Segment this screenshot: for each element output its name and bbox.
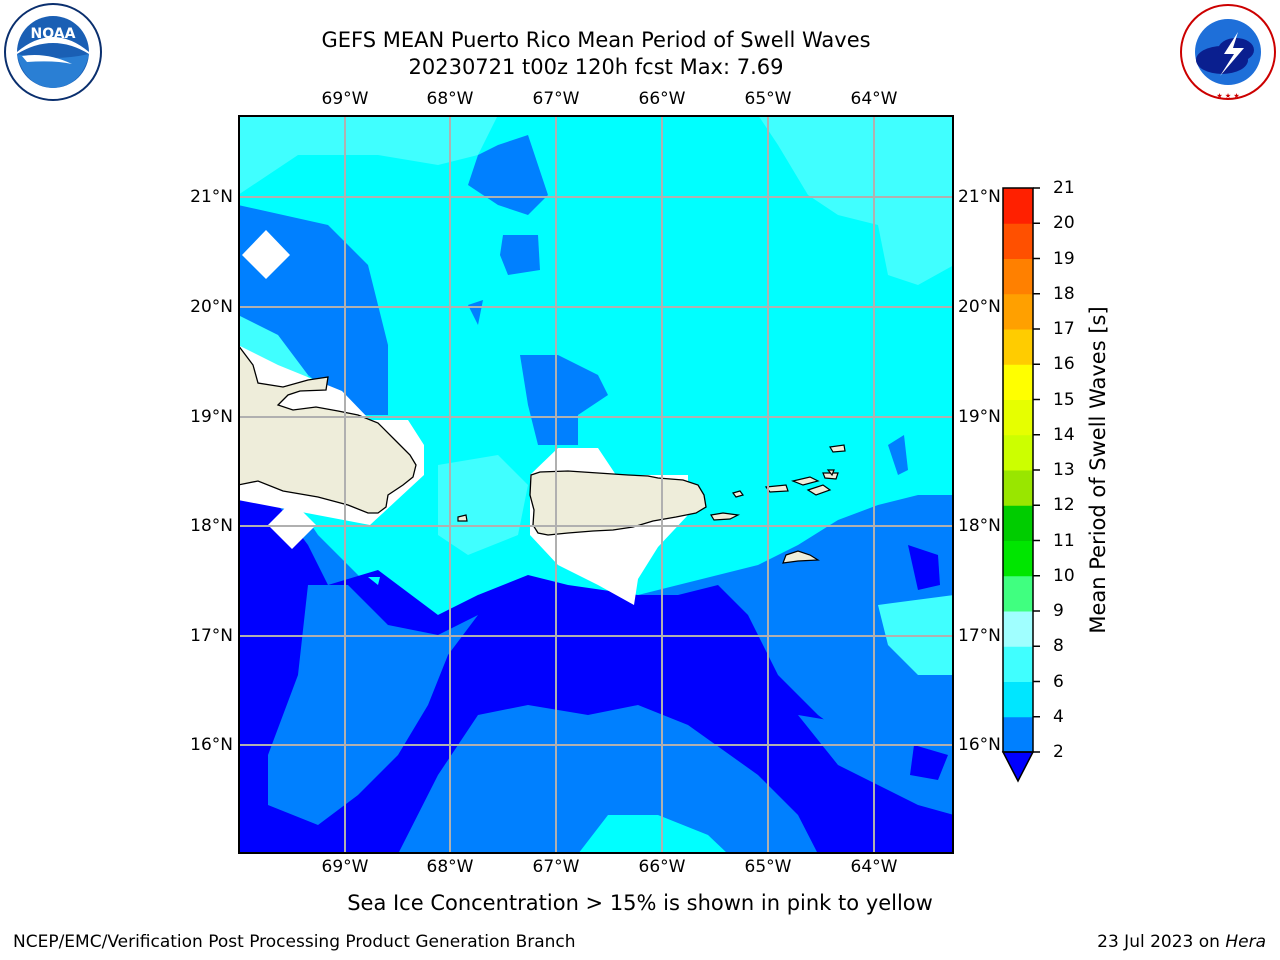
colorbar-tick-label: 11 bbox=[1053, 530, 1075, 551]
colorbar-tick-label: 15 bbox=[1053, 389, 1075, 410]
lon-tick-bottom: 64°W bbox=[850, 857, 898, 877]
contour-2-4 bbox=[238, 500, 954, 854]
colorbar-tick-label: 9 bbox=[1053, 601, 1064, 621]
colorbar-tick-label: 18 bbox=[1053, 283, 1075, 304]
island bbox=[826, 469, 835, 477]
island bbox=[791, 476, 820, 486]
colorbar-band bbox=[1003, 470, 1033, 506]
colorbar-band bbox=[1003, 575, 1033, 612]
colorbar-tick-label: 19 bbox=[1053, 248, 1075, 269]
island bbox=[806, 484, 832, 496]
colorbar-tick-label: 6 bbox=[1053, 671, 1064, 692]
contour-8-9 bbox=[438, 455, 528, 555]
lon-tick-top: 68°W bbox=[426, 89, 474, 109]
colorbar-band bbox=[1003, 293, 1033, 330]
lon-tick-bottom: 68°W bbox=[426, 857, 474, 877]
lat-tick-right: 18°N bbox=[958, 516, 1001, 536]
footer-date-text: 23 Jul 2023 on bbox=[1097, 932, 1226, 952]
colorbar-band bbox=[1003, 329, 1033, 365]
contour-8-9 bbox=[238, 115, 954, 285]
colorbar-band bbox=[1003, 681, 1033, 718]
hispaniola-landmass bbox=[238, 343, 417, 514]
lat-tick-left: 17°N bbox=[190, 626, 233, 646]
masked-area bbox=[242, 230, 290, 279]
contour-4-6 bbox=[398, 705, 818, 854]
lat-tick-left: 18°N bbox=[190, 516, 233, 536]
lon-tick-bottom: 67°W bbox=[532, 857, 580, 877]
colorbar-band bbox=[1003, 505, 1033, 541]
colorbar-tick-label: 12 bbox=[1053, 495, 1075, 516]
lon-tick-bottom: 69°W bbox=[321, 857, 369, 877]
colorbar bbox=[1001, 187, 1040, 783]
colorbar-tick-label: 14 bbox=[1053, 424, 1075, 445]
colorbar-tick-label: 10 bbox=[1053, 565, 1075, 586]
colorbar-tick-label: 4 bbox=[1053, 706, 1064, 727]
contour-6-8 bbox=[368, 577, 380, 585]
colorbar-tick-label: 20 bbox=[1053, 213, 1075, 234]
graticule bbox=[238, 115, 954, 854]
colorbar-under-arrow bbox=[1001, 751, 1035, 783]
colorbar-band bbox=[1003, 540, 1033, 577]
colorbar-title: Mean Period of Swell Waves [s] bbox=[1086, 306, 1110, 634]
lat-tick-left: 16°N bbox=[190, 735, 233, 755]
lat-tick-right: 17°N bbox=[958, 626, 1001, 646]
svg-text:★ ★ ★: ★ ★ ★ bbox=[1216, 92, 1239, 100]
lat-tick-right: 21°N bbox=[958, 187, 1001, 207]
noaa-logo: NOAA bbox=[4, 3, 102, 101]
colorbar-tick-label: 21 bbox=[1053, 178, 1075, 198]
noaa-logo-text: NOAA bbox=[31, 26, 76, 42]
colorbar-segments bbox=[1003, 188, 1033, 753]
footer-credit: NCEP/EMC/Verification Post Processing Pr… bbox=[13, 932, 576, 952]
colorbar-band bbox=[1003, 434, 1033, 471]
lon-tick-top: 69°W bbox=[321, 89, 369, 109]
sea-ice-note: Sea Ice Concentration > 15% is shown in … bbox=[347, 891, 933, 915]
colorbar-band bbox=[1003, 223, 1033, 259]
colorbar-band bbox=[1003, 258, 1033, 295]
island bbox=[457, 514, 468, 522]
lat-tick-right: 16°N bbox=[958, 735, 1001, 755]
contour-4-6 bbox=[468, 135, 548, 215]
lon-tick-bottom: 66°W bbox=[638, 857, 686, 877]
contour-4-6 bbox=[798, 715, 954, 815]
lat-tick-left: 19°N bbox=[190, 407, 233, 427]
colorbar-band bbox=[1003, 716, 1033, 753]
colorbar-band bbox=[1003, 646, 1033, 682]
colorbar-tick-label: 17 bbox=[1053, 319, 1075, 339]
contour-8-9 bbox=[238, 115, 498, 195]
contour-4-6 bbox=[500, 235, 540, 275]
colorbar-band bbox=[1003, 188, 1033, 224]
lon-tick-top: 64°W bbox=[850, 89, 898, 109]
footer-host: Hera bbox=[1225, 932, 1266, 952]
swell-period-map bbox=[238, 115, 954, 854]
colorbar-tick-label: 13 bbox=[1053, 460, 1075, 480]
lon-tick-top: 66°W bbox=[638, 89, 686, 109]
colorbar-band bbox=[1003, 364, 1033, 400]
footer-date: 23 Jul 2023 on Hera bbox=[1097, 932, 1266, 952]
chart-title: GEFS MEAN Puerto Rico Mean Period of Swe… bbox=[321, 28, 871, 52]
contour-4-6 bbox=[268, 585, 478, 825]
colorbar-band bbox=[1003, 399, 1033, 436]
contour-2-4 bbox=[910, 745, 948, 780]
lat-tick-left: 20°N bbox=[190, 297, 233, 317]
chart-subtitle: 20230721 t00z 120h fcst Max: 7.69 bbox=[408, 55, 784, 79]
contour-6-8 bbox=[578, 815, 728, 854]
nws-logo: ★ ★ ★ bbox=[1180, 4, 1276, 100]
lon-tick-bottom: 65°W bbox=[744, 857, 792, 877]
colorbar-tick-label: 16 bbox=[1053, 354, 1075, 375]
colorbar-band bbox=[1003, 611, 1033, 647]
lat-tick-right: 19°N bbox=[958, 407, 1001, 427]
colorbar-tick-label: 2 bbox=[1053, 742, 1064, 762]
contour-4-6 bbox=[520, 355, 608, 445]
contour-2-4 bbox=[908, 545, 940, 590]
colorbar-tick-label: 8 bbox=[1053, 636, 1064, 657]
island bbox=[710, 512, 741, 521]
island bbox=[782, 550, 820, 564]
contour-4-6 bbox=[888, 435, 908, 475]
island bbox=[731, 490, 745, 498]
lon-tick-top: 65°W bbox=[744, 89, 792, 109]
lat-tick-right: 20°N bbox=[958, 297, 1001, 317]
lon-tick-top: 67°W bbox=[532, 89, 580, 109]
lat-tick-left: 21°N bbox=[190, 187, 233, 207]
island bbox=[829, 444, 846, 453]
